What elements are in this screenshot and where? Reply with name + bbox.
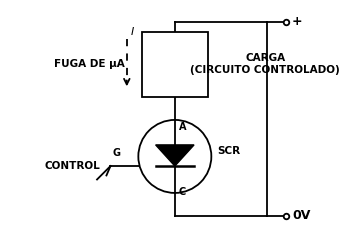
Text: I: I: [131, 27, 134, 37]
Text: 0V: 0V: [292, 210, 310, 223]
Bar: [142, 32, 207, 97]
Text: SCR: SCR: [217, 146, 240, 156]
Text: FUGA DE μA: FUGA DE μA: [54, 59, 125, 69]
Text: C: C: [179, 187, 186, 197]
Text: CONTROL: CONTROL: [44, 161, 100, 171]
Text: G: G: [113, 148, 120, 158]
Text: A: A: [179, 122, 186, 132]
Text: +: +: [292, 15, 303, 28]
Polygon shape: [156, 145, 194, 166]
Text: CARGA
(CIRCUITO CONTROLADO): CARGA (CIRCUITO CONTROLADO): [190, 53, 340, 75]
Circle shape: [138, 120, 211, 193]
